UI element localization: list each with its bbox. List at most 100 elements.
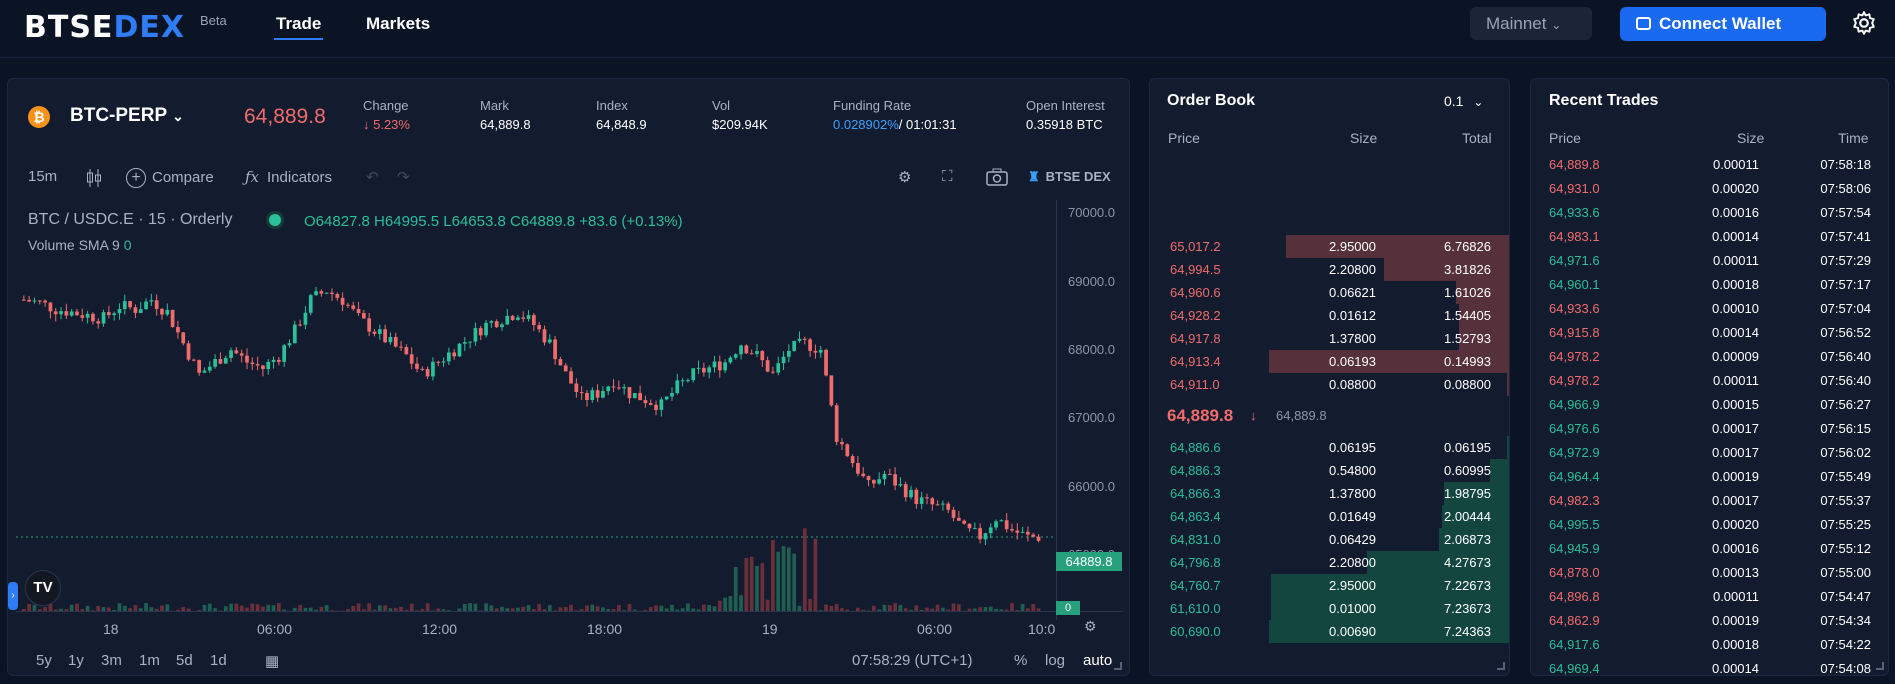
- cell-total: 0.06195: [1444, 440, 1491, 455]
- market-selector[interactable]: BTC-PERP ⌄: [70, 105, 184, 127]
- volume-bar: [898, 604, 903, 612]
- nav-trade[interactable]: Trade: [276, 14, 322, 33]
- candle: [569, 367, 573, 384]
- volume-bar: [1036, 608, 1041, 612]
- range-1m[interactable]: 1m: [139, 652, 160, 669]
- depth-bar: [1439, 528, 1509, 551]
- candle: [829, 375, 834, 407]
- candle: [877, 472, 882, 485]
- candle: [303, 305, 308, 330]
- range-5y[interactable]: 5y: [36, 652, 52, 669]
- candle: [638, 385, 642, 401]
- redo-icon[interactable]: ↷: [397, 169, 410, 186]
- logo-text: BTSE: [24, 10, 114, 45]
- candle: [824, 348, 828, 377]
- candle: [733, 353, 738, 360]
- ask-row[interactable]: 64,994.5 2.20800 3.81826: [1150, 258, 1509, 281]
- range-5d[interactable]: 5d: [176, 652, 193, 669]
- ask-row[interactable]: 64,928.2 0.01612 1.54405: [1150, 304, 1509, 327]
- candle: [1020, 526, 1025, 534]
- goto-date-icon[interactable]: ▦: [265, 653, 280, 670]
- camera-icon[interactable]: [986, 168, 1008, 190]
- range-1d[interactable]: 1d: [210, 652, 227, 669]
- candle: [850, 454, 855, 468]
- bid-row[interactable]: 61,610.0 0.01000 7.23673: [1150, 597, 1509, 620]
- tick-size-selector[interactable]: 0.1 ⌄: [1444, 93, 1483, 109]
- side-toggle-handle[interactable]: ›: [8, 582, 18, 610]
- volume-bar: [372, 609, 377, 612]
- bid-row[interactable]: 64,760.7 2.95000 7.22673: [1150, 574, 1509, 597]
- volume-bar: [627, 604, 632, 612]
- bid-row[interactable]: 64,886.6 0.06195 0.06195: [1150, 436, 1509, 459]
- volume-bar: [521, 606, 526, 612]
- fullscreen-icon[interactable]: ⛶: [942, 168, 953, 185]
- axis-settings-icon[interactable]: ⚙: [1084, 618, 1097, 634]
- nav-markets[interactable]: Markets: [366, 14, 431, 33]
- volume-bar: [617, 605, 621, 612]
- interval-selector[interactable]: 15m: [28, 168, 58, 185]
- volume-bar: [526, 605, 531, 612]
- y-tick: 66000.0: [1068, 479, 1115, 494]
- auto-scale-toggle[interactable]: auto: [1083, 652, 1113, 669]
- brand-logo[interactable]: BTSEDEX: [24, 10, 185, 45]
- range-3m[interactable]: 3m: [101, 652, 122, 669]
- volume-bar: [202, 604, 207, 612]
- cell-size: 0.06429: [1329, 532, 1376, 547]
- chart-settings-icon[interactable]: ⚙: [898, 169, 912, 186]
- volume-bar: [787, 547, 791, 612]
- ask-row[interactable]: 64,917.8 1.37800 1.52793: [1150, 327, 1509, 350]
- bid-row[interactable]: 64,831.0 0.06429 2.06873: [1150, 528, 1509, 551]
- trade-row: 64,915.8 0.00014 07:56:52: [1529, 321, 1889, 344]
- cell-price: 64,760.7: [1170, 578, 1221, 593]
- trade-row: 64,983.1 0.00014 07:57:41: [1529, 225, 1889, 248]
- trade-row: 64,995.5 0.00020 07:55:25: [1529, 513, 1889, 536]
- candle: [999, 519, 1004, 522]
- log-scale-toggle[interactable]: log: [1045, 652, 1066, 669]
- candle-style-icon[interactable]: [86, 168, 102, 192]
- chart-clock: 07:58:29 (UTC+1): [852, 652, 973, 669]
- cell-size: 2.95000: [1329, 239, 1376, 254]
- candlestick-chart[interactable]: [16, 200, 1056, 612]
- bid-row[interactable]: 64,796.8 2.20800 4.27673: [1150, 551, 1509, 574]
- range-1y[interactable]: 1y: [68, 652, 84, 669]
- bid-row[interactable]: 60,690.0 0.00690 7.24363: [1150, 620, 1509, 643]
- tradingview-logo[interactable]: TV: [25, 570, 61, 606]
- resize-handle[interactable]: [1876, 662, 1884, 670]
- volume-bar: [468, 603, 472, 612]
- volume-bar: [914, 605, 919, 612]
- candle: [80, 308, 85, 322]
- ask-row[interactable]: 64,913.4 0.06193 0.14993: [1150, 350, 1509, 373]
- volume-label: Volume SMA 9: [28, 237, 120, 253]
- trade-row: 64,978.2 0.00009 07:56:40: [1529, 345, 1889, 368]
- bid-row[interactable]: 64,863.4 0.01649 2.00444: [1150, 505, 1509, 528]
- resize-handle[interactable]: [1497, 662, 1505, 670]
- bid-row[interactable]: 64,886.3 0.54800 0.60995: [1150, 459, 1509, 482]
- percent-scale-toggle[interactable]: %: [1014, 652, 1028, 669]
- settings-gear-icon[interactable]: [1851, 10, 1877, 36]
- bid-row[interactable]: 64,866.3 1.37800 1.98795: [1150, 482, 1509, 505]
- resize-handle[interactable]: [1114, 662, 1122, 670]
- indicators-button[interactable]: ƒx Indicators: [245, 168, 332, 186]
- connect-wallet-button[interactable]: Connect Wallet: [1620, 7, 1826, 41]
- trade-time: 07:57:17: [1820, 277, 1871, 292]
- candle: [760, 349, 765, 367]
- ask-row[interactable]: 64,960.6 0.06621 1.61026: [1150, 281, 1509, 304]
- trade-time: 07:58:06: [1820, 181, 1871, 196]
- trade-size: 0.00014: [1712, 229, 1759, 244]
- ask-row[interactable]: 64,911.0 0.08800 0.08800: [1150, 373, 1509, 396]
- candle: [335, 292, 340, 301]
- undo-icon[interactable]: ↶: [366, 169, 379, 186]
- volume-bar: [43, 607, 47, 612]
- candle: [845, 443, 850, 458]
- candle: [765, 356, 770, 373]
- candle: [935, 500, 940, 506]
- candle: [37, 299, 42, 305]
- candle: [951, 506, 956, 522]
- trade-time: 07:56:15: [1820, 421, 1871, 436]
- ask-row[interactable]: 65,017.2 2.95000 6.76826: [1150, 235, 1509, 258]
- network-selector[interactable]: Mainnet ⌄: [1470, 7, 1592, 40]
- candle: [808, 337, 812, 357]
- candle: [994, 519, 998, 531]
- compare-button[interactable]: + Compare: [126, 168, 214, 188]
- candle: [138, 301, 143, 313]
